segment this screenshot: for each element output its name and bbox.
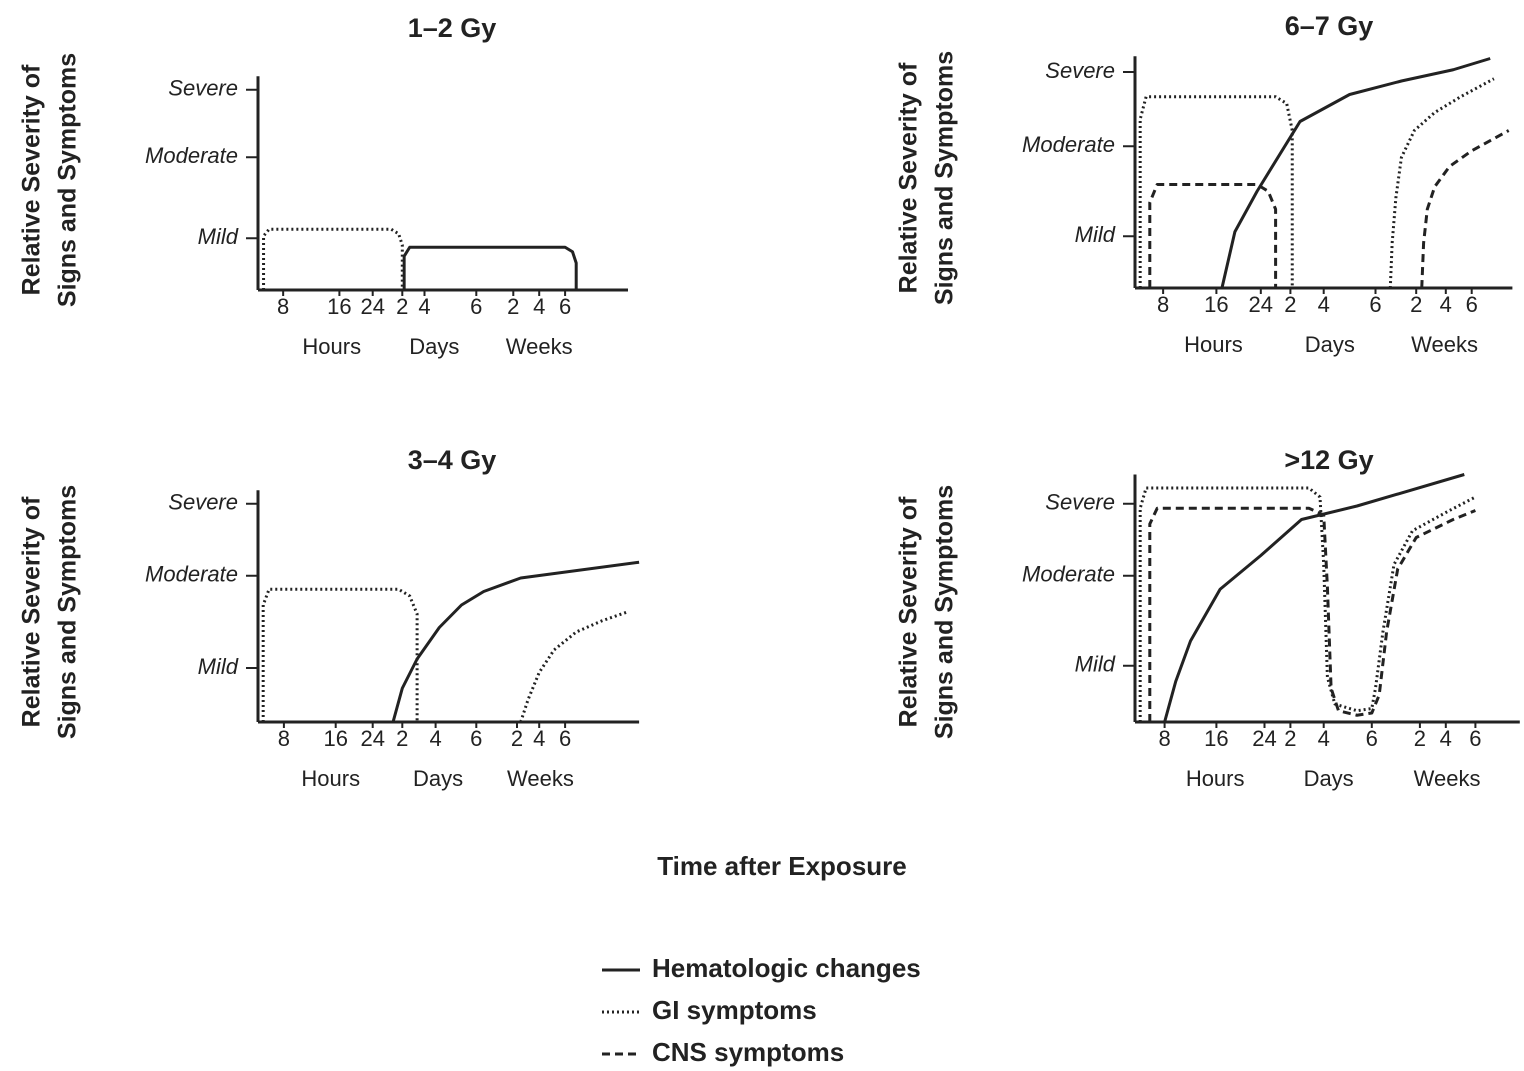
x-group-label: Days — [409, 334, 459, 359]
y-tick-label: Mild — [1075, 222, 1116, 247]
x-tick-label: 16 — [1204, 292, 1228, 317]
panel-title: 1–2 Gy — [408, 13, 497, 43]
y-tick-label: Severe — [1045, 490, 1115, 515]
series-line — [1138, 95, 1294, 288]
x-tick-label: 6 — [1466, 292, 1478, 317]
x-tick-label: 4 — [418, 294, 430, 319]
x-group-label: Hours — [302, 334, 361, 359]
legend-label: GI symptoms — [652, 995, 817, 1025]
x-tick-label: 24 — [1252, 726, 1276, 751]
y-tick-label: Moderate — [1022, 132, 1115, 157]
series-line — [402, 245, 578, 290]
x-tick-label: 4 — [429, 726, 441, 751]
x-group-label: Weeks — [506, 334, 573, 359]
y-tick-label: Severe — [1045, 58, 1115, 83]
y-axis-title: Signs and Symptoms — [931, 51, 959, 305]
y-axis-title: Relative Severity of — [18, 496, 46, 727]
x-group-label: Weeks — [1414, 766, 1481, 791]
x-tick-label: 8 — [1158, 726, 1170, 751]
y-axis-title: Signs and Symptoms — [54, 485, 82, 739]
x-tick-label: 24 — [1249, 292, 1273, 317]
y-axis-title: Relative Severity of — [895, 62, 923, 293]
y-tick-label: Severe — [168, 76, 238, 101]
y-tick-label: Mild — [198, 654, 239, 679]
x-tick-label: 8 — [1157, 292, 1169, 317]
y-tick-label: Moderate — [145, 143, 238, 168]
series-line — [391, 560, 640, 723]
y-axis-title: Signs and Symptoms — [54, 53, 82, 307]
x-tick-label: 24 — [360, 726, 384, 751]
series-line — [262, 227, 404, 290]
x-tick-label: 4 — [1318, 726, 1330, 751]
x-axis-title: Time after Exposure — [657, 851, 907, 881]
y-axis-title: Signs and Symptoms — [931, 485, 959, 739]
series-line — [1163, 473, 1465, 723]
x-tick-label: 6 — [1366, 726, 1378, 751]
series-line — [1388, 77, 1495, 289]
x-tick-label: 16 — [323, 726, 347, 751]
x-tick-label: 8 — [277, 294, 289, 319]
y-tick-label: Moderate — [1022, 562, 1115, 587]
y-axis-title: Relative Severity of — [895, 496, 923, 727]
x-group-label: Hours — [301, 766, 360, 791]
x-tick-label: 6 — [559, 726, 571, 751]
x-tick-label: 2 — [396, 294, 408, 319]
panel-title: 3–4 Gy — [408, 445, 497, 475]
legend-label: CNS symptoms — [652, 1037, 844, 1067]
x-tick-label: 8 — [278, 726, 290, 751]
x-tick-label: 2 — [507, 294, 519, 319]
x-tick-label: 6 — [1369, 292, 1381, 317]
y-tick-label: Severe — [168, 490, 238, 515]
x-tick-label: 6 — [1469, 726, 1481, 751]
x-tick-label: 2 — [1410, 292, 1422, 317]
x-group-label: Hours — [1184, 332, 1243, 357]
x-group-label: Hours — [1186, 766, 1245, 791]
series-line — [1220, 57, 1491, 289]
x-group-label: Days — [1304, 766, 1354, 791]
series-line — [1148, 506, 1476, 722]
x-tick-label: 6 — [559, 294, 571, 319]
series-line — [1138, 486, 1477, 722]
x-tick-label: 2 — [1414, 726, 1426, 751]
x-tick-label: 2 — [1284, 292, 1296, 317]
legend-label: Hematologic changes — [652, 953, 921, 983]
x-tick-label: 4 — [533, 294, 545, 319]
series-line — [1420, 129, 1510, 289]
x-tick-label: 6 — [470, 726, 482, 751]
series-line — [519, 610, 629, 723]
series-line — [261, 587, 419, 722]
x-tick-label: 4 — [1318, 292, 1330, 317]
x-tick-label: 6 — [470, 294, 482, 319]
x-tick-label: 2 — [511, 726, 523, 751]
series-line — [1148, 183, 1278, 288]
x-tick-label: 4 — [1440, 292, 1452, 317]
x-group-label: Days — [1305, 332, 1355, 357]
x-tick-label: 4 — [533, 726, 545, 751]
x-group-label: Weeks — [507, 766, 574, 791]
x-tick-label: 24 — [360, 294, 384, 319]
x-tick-label: 16 — [1204, 726, 1228, 751]
x-tick-label: 2 — [396, 726, 408, 751]
x-tick-label: 4 — [1440, 726, 1452, 751]
panel-title: 6–7 Gy — [1285, 11, 1374, 41]
x-group-label: Weeks — [1411, 332, 1478, 357]
y-tick-label: Moderate — [145, 562, 238, 587]
y-axis-title: Relative Severity of — [18, 64, 46, 295]
y-tick-label: Mild — [1075, 652, 1116, 677]
panel-title: >12 Gy — [1284, 445, 1373, 475]
y-tick-label: Mild — [198, 224, 239, 249]
x-group-label: Days — [413, 766, 463, 791]
x-tick-label: 2 — [1284, 726, 1296, 751]
x-tick-label: 16 — [327, 294, 351, 319]
